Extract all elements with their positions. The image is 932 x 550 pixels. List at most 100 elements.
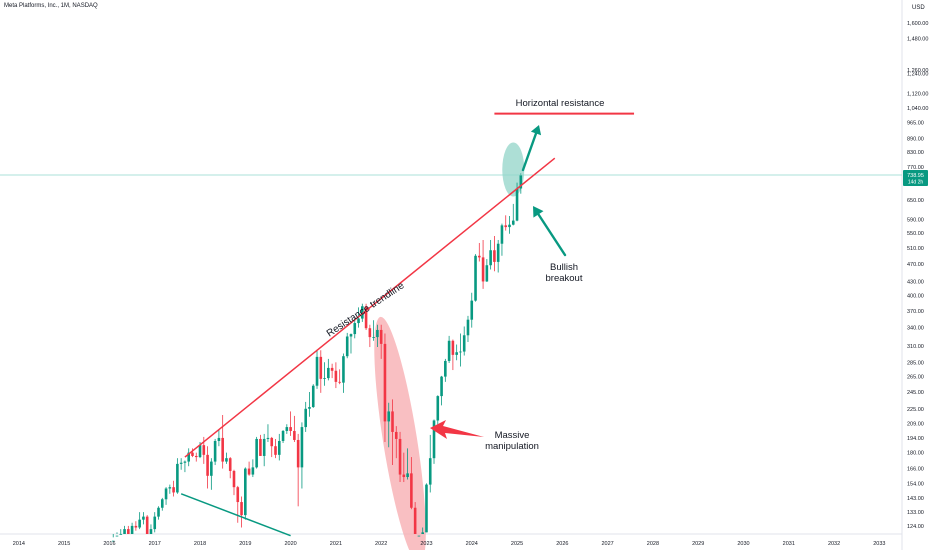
year-tick-label: 2030 [737,541,749,547]
candle-body [372,337,375,338]
candle-body [217,437,221,441]
candle-body [466,319,470,336]
candle-body [187,452,191,462]
drawings-layer [0,112,902,537]
candle-body [304,408,307,428]
time-axis[interactable]: 2014 2015 2016 2017 2018 2019 2020 2021 2022 2023… [13,541,886,547]
price-tick-label: 890.00 [907,136,924,142]
bullish-breakout-label-line2: breakout [546,273,583,284]
candle-body [179,462,183,464]
candle-body [361,306,364,319]
price-tick-label: 550.00 [907,231,924,237]
price-tick-label: 180.00 [907,451,924,457]
candle-body [334,370,338,382]
candle-body [191,452,194,456]
candle-body [119,534,123,535]
candle-body [496,243,500,262]
year-tick-label: 2019 [239,541,251,547]
year-tick-label: 2026 [556,541,568,547]
candle-body [130,525,134,534]
candle-body [413,507,417,534]
breakout-up-arrow-head [530,125,542,136]
candle-body [508,224,511,228]
candle-body [134,525,138,528]
candle-body [398,438,402,475]
price-tick-label: 209.00 [907,421,924,427]
candle-body [383,343,387,422]
candle-body [323,378,326,379]
price-tick-label: 830.00 [907,150,924,156]
candle-body [485,265,489,282]
candle-body [289,427,292,431]
candle-body [247,468,251,475]
candle-body [285,427,289,431]
candle-body [157,507,160,517]
support-trendline [180,493,291,537]
candle-body [500,225,504,244]
resistance-trendline [184,157,556,458]
candle-body [353,323,357,335]
symbol-title: Meta Platforms, Inc., 1M, NASDAQ [4,3,98,9]
price-tick-label: 225.00 [907,407,924,413]
candle-body [176,463,179,493]
bar-countdown: 14d 2h [908,180,924,186]
currency-label[interactable]: USD [912,5,925,11]
candle-body [236,487,240,503]
candle-body [232,470,236,488]
price-tick-label: 1,480.00 [907,36,928,42]
candle-body [402,474,406,478]
candle-body [127,529,130,534]
price-tick-label: 430.00 [907,279,924,285]
candle-body [410,473,413,508]
candle-body [315,356,319,386]
price-tick-label: 143.00 [907,496,924,502]
bullish-breakout-label-line1: Bullish [550,262,578,273]
candle-body [519,175,523,189]
price-tick-label: 510.00 [907,246,924,252]
price-tick-label: 370.00 [907,309,924,315]
year-tick-label: 2029 [692,541,704,547]
massive-manipulation-label-line1: Massive [495,430,530,441]
candle-body [274,446,277,455]
breakout-highlight-ellipse [502,142,525,197]
candle-body [123,529,126,534]
candle-body [296,439,300,468]
year-tick-label: 2017 [149,541,161,547]
candle-body [511,220,515,225]
year-tick-label: 2021 [330,541,342,547]
price-axis[interactable]: 1,600.00 1,480.00 1,260.001,240.00 1,120.00… [907,21,928,530]
candle-body [455,352,458,355]
candle-body [213,440,217,462]
candle-body [266,437,270,439]
candle-body [342,356,345,383]
candle-body [504,225,508,228]
candle-body [210,461,213,476]
candle-body [206,454,209,476]
price-tick-label: 124.00 [907,524,924,530]
candle-body [300,427,304,468]
candle-body [240,502,243,516]
candle-body [478,255,481,258]
candle-body [436,396,440,421]
price-tick-label: 166.00 [907,467,924,473]
candle-body [489,250,492,266]
year-tick-label: 2014 [13,541,25,547]
year-tick-label: 2016 [103,541,115,547]
year-tick-label: 2031 [783,541,795,547]
candle-body [281,430,285,441]
year-tick-label: 2018 [194,541,206,547]
candle-body [447,340,451,361]
candle-body [194,455,198,458]
candle-body [391,411,394,432]
year-tick-label: 2020 [284,541,296,547]
candle-body [202,445,206,455]
year-tick-label: 2028 [647,541,659,547]
breakout-up-arrow [521,125,542,172]
candle-body [228,458,232,471]
year-tick-label: 2032 [828,541,840,547]
year-tick-label: 2022 [375,541,387,547]
candle-body [376,329,379,338]
candle-body [111,540,115,542]
